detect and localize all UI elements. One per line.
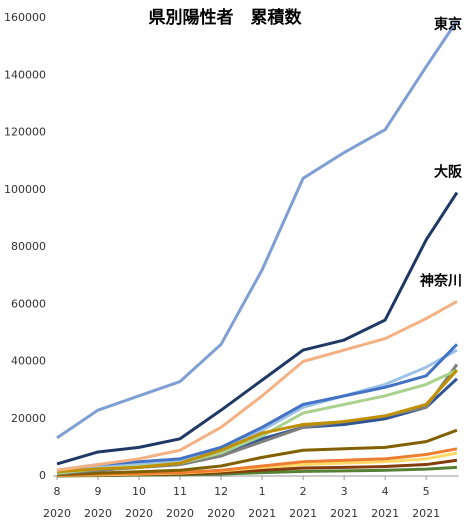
y-tick-label: 160000	[4, 11, 46, 24]
x-tick-label: 11	[173, 485, 187, 498]
x-tick-label: 10	[132, 485, 146, 498]
x-tick-year: 2021	[412, 507, 440, 520]
x-tick-year: 2020	[84, 507, 112, 520]
y-tick-label: 0	[39, 469, 46, 482]
y-tick-label: 140000	[4, 68, 46, 81]
chart-title: 県別陽性者 累積数	[149, 7, 303, 28]
x-tick-label: 9	[95, 485, 102, 498]
x-tick-label: 3	[341, 485, 348, 498]
series-line	[56, 369, 459, 474]
x-tick-year: 2021	[248, 507, 276, 520]
x-tick-label: 4	[382, 485, 389, 498]
series-line	[56, 191, 459, 466]
series-label: 東京	[434, 16, 462, 33]
series-line	[56, 447, 458, 477]
x-tick-year: 2021	[371, 507, 399, 520]
y-tick-label: 120000	[4, 126, 46, 139]
series-line	[56, 428, 458, 477]
y-tick-label: 100000	[4, 183, 46, 196]
x-tick-year: 2020	[43, 507, 71, 520]
x-tick-label: 12	[214, 485, 228, 498]
x-tick-year: 2021	[289, 507, 317, 520]
series-label: 大阪	[434, 164, 463, 181]
series-label: 神奈川	[420, 272, 462, 289]
x-tick-year: 2020	[125, 507, 153, 520]
x-tick-year: 2021	[330, 507, 358, 520]
y-tick-label: 60000	[11, 297, 46, 310]
y-tick-label: 40000	[11, 355, 46, 368]
y-tick-label: 80000	[11, 240, 46, 253]
x-tick-label: 1	[259, 485, 266, 498]
y-tick-label: 20000	[11, 412, 46, 425]
x-tick-year: 2020	[207, 507, 235, 520]
x-tick-label: 5	[423, 485, 430, 498]
series-line	[56, 343, 459, 472]
series-line	[56, 20, 459, 440]
x-tick-label: 2	[300, 485, 307, 498]
x-tick-year: 2020	[166, 507, 194, 520]
series-line	[56, 300, 458, 472]
series-line	[56, 348, 458, 474]
x-tick-label: 8	[54, 485, 61, 498]
